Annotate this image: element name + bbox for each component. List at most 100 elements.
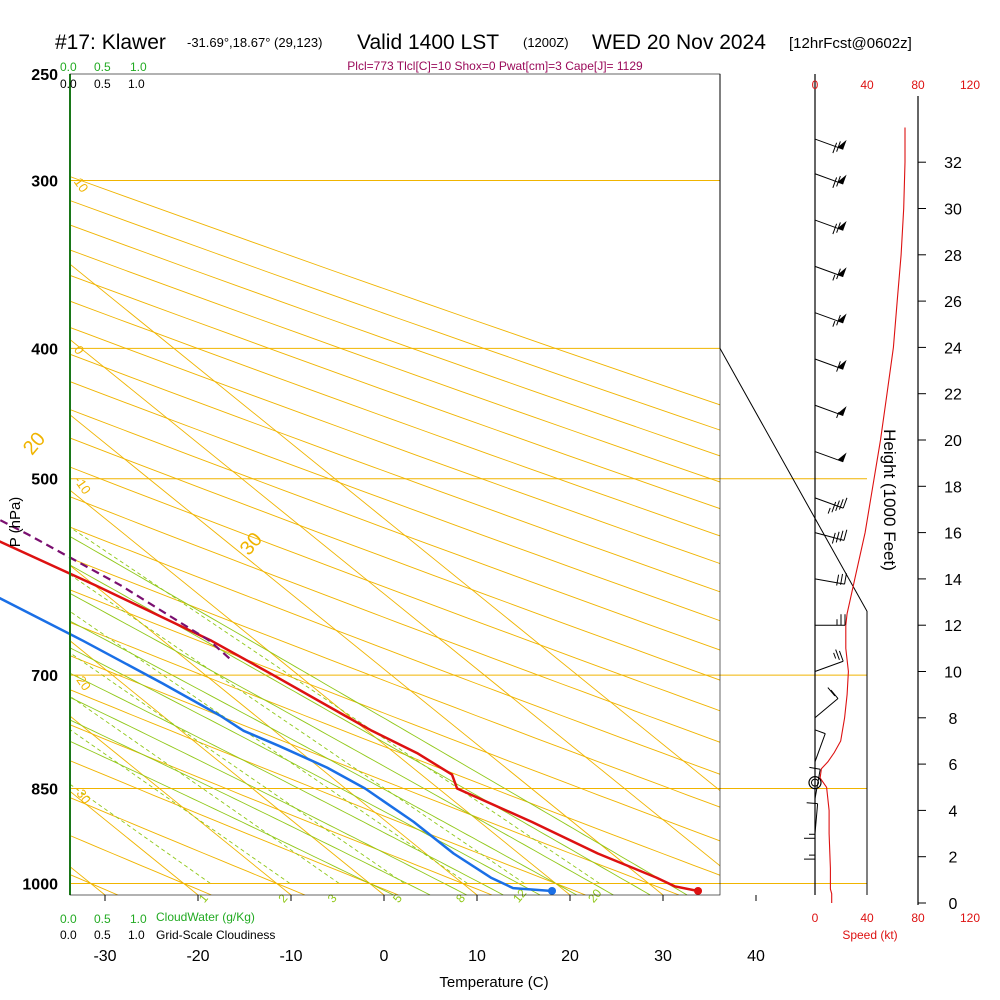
wind-barb [806,802,819,834]
barb-feather [832,223,838,235]
mixing-ratio-line [70,610,468,884]
moist-adiabat [406,882,431,895]
height-tick-label: 4 [949,803,958,820]
dry-adiabat [70,724,493,895]
height-tick-label: 30 [944,202,962,219]
isotherm-line [70,564,478,895]
moist-adiabat [70,647,519,884]
moist-adiabat [443,882,467,895]
x-tick-label: -20 [186,948,209,965]
barb-feather [844,573,847,585]
height-tick-label: 12 [944,618,962,635]
temperature-line [0,540,699,893]
barb-feather [814,729,826,735]
parcel-line [0,518,231,660]
barb-feather [832,142,838,154]
pressure-tick-label: 850 [31,782,58,799]
barb-feather [836,222,841,233]
barb-flag [837,174,847,185]
isotherm-label: -20 [71,669,94,693]
height-tick-label: 8 [949,711,958,728]
height-tick-label: 16 [944,526,962,543]
speed-top-3: 120 [960,78,980,92]
top-scales: 0.0 0.5 1.0 0.0 0.5 1.0 0 40 80 120 [60,60,980,92]
barb-feather [839,530,844,542]
barb-feather [831,501,837,513]
wind-barb [804,854,816,890]
wind-barb [809,766,821,799]
x-tick-label: -10 [279,948,302,965]
barb-staff [814,578,845,585]
dry-adiabat [70,437,720,681]
dry-adiabat [70,300,720,537]
dry-adiabat [70,176,720,406]
barb-feather [843,529,848,541]
dry-adiabat [70,326,720,565]
dry-adiabat [70,589,720,842]
isotherm-label: 20 [19,428,50,459]
moist-adiabat [555,883,577,895]
surface-dewpoint-dot [548,886,557,895]
moist-adiabat [70,620,556,884]
height-tick-label: 28 [944,248,962,265]
cloudwater-bottom-1: 0.5 [94,912,111,926]
speed-bottom-2: 80 [911,911,925,925]
wind-barb [814,404,847,419]
height-tick-label: 10 [944,665,962,682]
dewpoint-line [0,596,553,893]
profile-lines [0,518,703,895]
barb-feather [836,175,841,187]
cloudwater-top-2: 1.0 [130,60,147,74]
moist-adiabat [369,882,394,895]
wind-barb [804,833,816,869]
barb-half-feather [832,274,836,281]
isotherm-line [70,790,199,895]
utc-time: (1200Z) [523,35,569,50]
dry-adiabat [70,466,720,712]
dry-adiabat [70,381,720,622]
moist-adiabat [592,883,614,895]
mixing-ratio-line [70,783,211,884]
cloudiness-top-1: 0.5 [94,77,111,91]
barb-feather [806,802,818,805]
forecast-info: [12hrFcst@0602z] [789,35,912,52]
dry-adiabat [70,274,720,510]
barb-feather [832,177,838,188]
barb-flag [837,452,847,462]
wind-barb [814,497,848,514]
isotherm-line [70,263,720,792]
dry-adiabat [70,200,720,431]
cloudwater-bottom-label: CloudWater (g/Kg) [156,910,255,924]
isotherm-label: -30 [71,783,94,807]
barb-staff [814,497,844,509]
speed-bottom-1: 40 [860,911,874,925]
barb-staff [814,769,821,799]
wind-barb [814,687,839,719]
isotherm-label: 30 [236,529,267,560]
moist-adiabat [70,696,445,884]
wind-barb [814,219,847,235]
barb-staff [814,532,845,541]
x-tick-label: 40 [747,948,765,965]
dry-adiabat [70,760,399,895]
dry-adiabat [70,496,720,743]
wind-barb [814,529,848,544]
barb-feather [838,498,844,510]
plot-frame [69,73,721,896]
height-tick-label: 0 [949,896,958,913]
barb-flag [837,267,847,277]
barb-half-feather [827,507,831,514]
cloudwater-top-1: 0.5 [94,60,111,74]
barb-half-feather [832,320,836,327]
barb-feather [835,649,840,661]
moist-adiabat [70,592,594,884]
dry-adiabat [70,797,306,895]
dry-adiabat [70,874,118,895]
speed-bottom-0: 0 [812,911,819,925]
speed-top-1: 40 [860,78,874,92]
isotherm-line [70,414,664,895]
moist-adiabat [70,719,408,884]
valid-date: WED 20 Nov 2024 [592,31,766,54]
